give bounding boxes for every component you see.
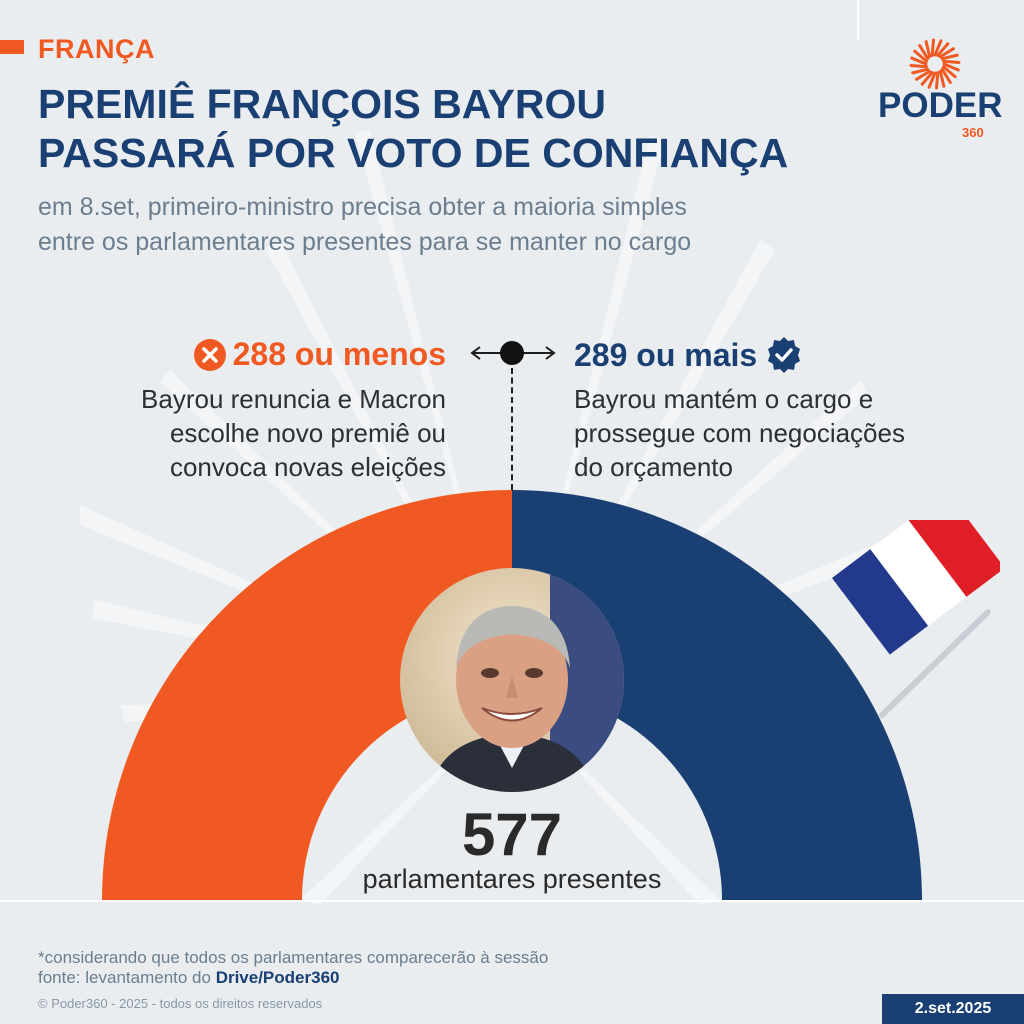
total-label: parlamentares presentes: [362, 864, 662, 894]
footer-divider: [0, 900, 1024, 902]
source: fonte: levantamento do Drive/Poder360: [38, 968, 339, 988]
check-circle-icon: [768, 337, 801, 373]
fail-line-3: convoca novas eleições: [169, 452, 446, 482]
sun-logo-icon: [909, 38, 961, 90]
total-count: 577: [461, 801, 563, 868]
chamber-fail-segment: [102, 490, 512, 900]
copyright: © Poder360 - 2025 - todos os direitos re…: [38, 996, 323, 1011]
pass-line-2: prossegue com negociações: [574, 418, 905, 448]
x-circle-icon: [193, 338, 226, 371]
chamber-pass-segment: [512, 490, 922, 900]
source-prefix: fonte: levantamento do: [38, 968, 216, 987]
source-name: Drive/Poder360: [215, 968, 340, 987]
threshold-line: [511, 368, 513, 490]
headline-line-2: PASSARÁ POR VOTO DE CONFIANÇA: [38, 130, 789, 176]
headline: PREMIÊ FRANÇOIS BAYROU PASSARÁ POR VOTO …: [38, 80, 858, 178]
subtitle-line-2: entre os parlamentares presentes para se…: [38, 228, 692, 256]
subtitle-line-1: em 8.set, primeiro-ministro precisa obte…: [38, 193, 687, 221]
threshold-arrow-icon: [470, 341, 556, 365]
bayrou-portrait: [400, 568, 624, 792]
footnote: *considerando que todos os parlamentares…: [38, 948, 549, 967]
date-badge: 2.set.2025: [882, 994, 1024, 1024]
logo-number: 360: [962, 125, 984, 140]
accent-bar: [0, 40, 24, 54]
fail-heading: 288 ou menos: [193, 336, 446, 373]
france-flag-icon: [832, 520, 1000, 718]
logo-word: PODER: [878, 86, 1003, 125]
pass-label: 289 ou mais: [574, 336, 758, 373]
fail-line-2: escolhe novo premiê ou: [169, 418, 446, 448]
headline-line-1: PREMIÊ FRANÇOIS BAYROU: [38, 81, 606, 127]
pass-line-3: do orçamento: [574, 452, 733, 482]
subtitle: em 8.set, primeiro-ministro precisa obte…: [38, 190, 858, 260]
pass-heading: 289 ou mais: [574, 336, 803, 374]
divider: [857, 0, 859, 40]
fail-label: 288 ou menos: [232, 336, 446, 372]
kicker: FRANÇA: [38, 34, 155, 64]
fail-description: Bayrou renuncia e Macron escolhe novo pr…: [141, 382, 446, 484]
pass-line-1: Bayrou mantém o cargo e: [574, 384, 874, 414]
fail-line-1: Bayrou renuncia e Macron: [141, 384, 446, 414]
pass-description: Bayrou mantém o cargo e prossegue com ne…: [574, 382, 905, 484]
